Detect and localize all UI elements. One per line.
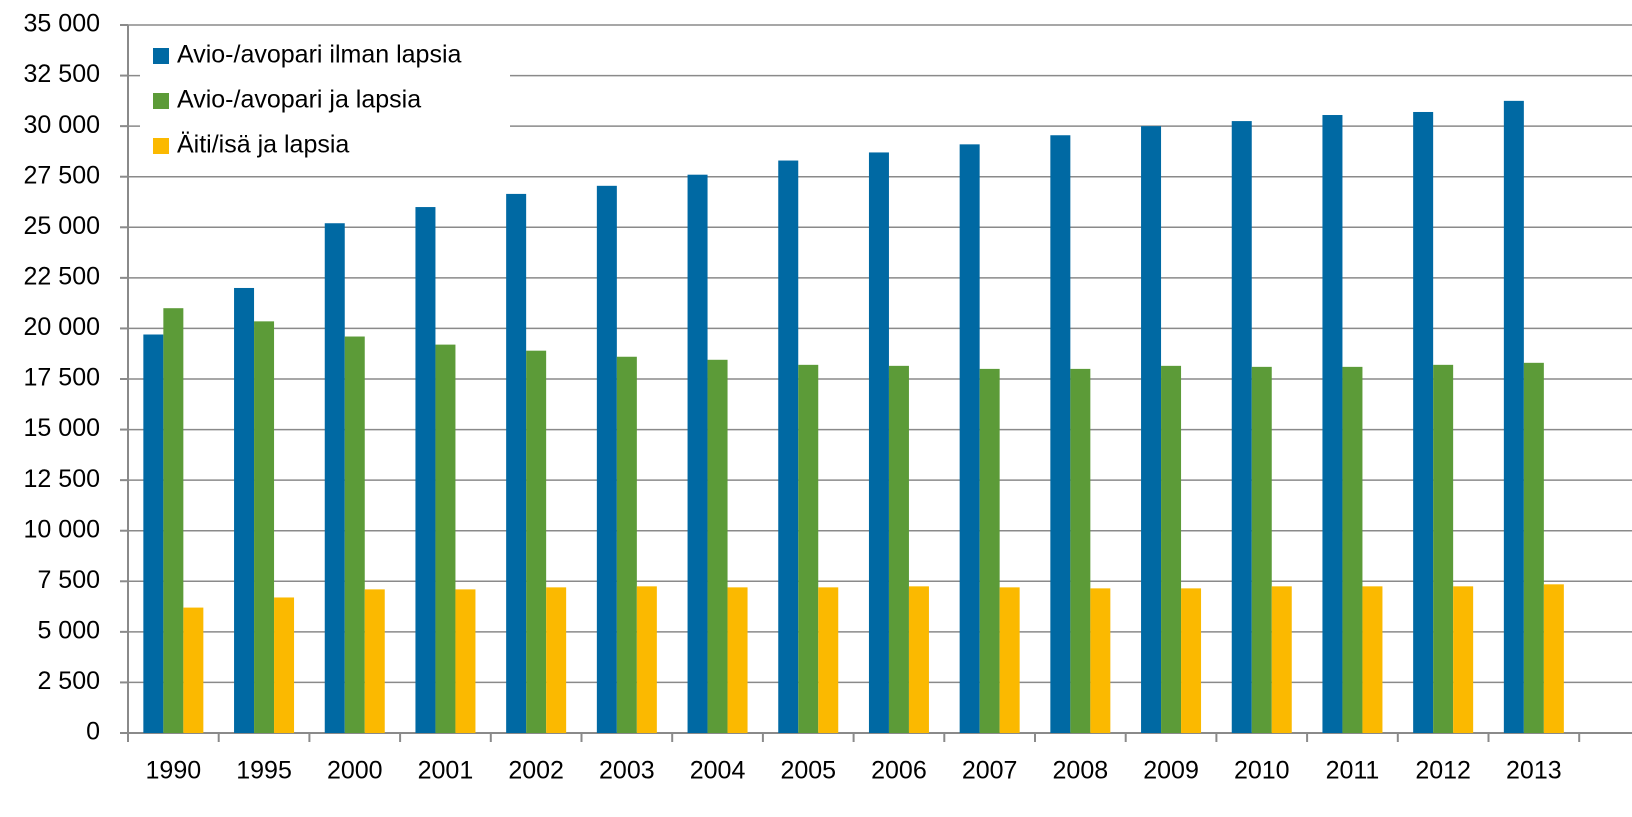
bar bbox=[254, 321, 275, 733]
bar bbox=[143, 334, 164, 733]
x-tick-label: 2009 bbox=[1143, 757, 1199, 785]
y-tick-label: 2 500 bbox=[37, 667, 100, 695]
bar bbox=[596, 185, 617, 733]
bar bbox=[1523, 362, 1544, 733]
y-tick-label: 27 500 bbox=[24, 161, 100, 189]
bar bbox=[1453, 586, 1474, 733]
bar bbox=[727, 587, 748, 733]
x-tick-label: 2011 bbox=[1326, 757, 1380, 785]
bar bbox=[1251, 366, 1272, 733]
bar bbox=[707, 359, 728, 733]
x-tick-label: 2003 bbox=[599, 757, 655, 785]
bar bbox=[888, 365, 909, 733]
legend-swatch bbox=[153, 138, 169, 154]
legend-label: Äiti/isä ja lapsia bbox=[177, 131, 349, 159]
bar bbox=[163, 308, 184, 733]
bar bbox=[1413, 111, 1434, 734]
bar bbox=[415, 207, 436, 734]
y-tick-label: 12 500 bbox=[24, 465, 100, 493]
x-tick-label: 2007 bbox=[962, 757, 1018, 785]
x-tick-label: 2002 bbox=[508, 757, 564, 785]
bar bbox=[1141, 126, 1162, 733]
x-tick-label: 2006 bbox=[871, 757, 927, 785]
bar bbox=[778, 160, 799, 733]
x-tick-label: 2012 bbox=[1415, 757, 1471, 785]
legend-box bbox=[140, 35, 510, 170]
bar bbox=[526, 350, 547, 733]
bar bbox=[1271, 586, 1292, 733]
y-tick-label: 32 500 bbox=[24, 60, 100, 88]
bar bbox=[1050, 135, 1071, 733]
legend-label: Avio-/avopari ja lapsia bbox=[177, 86, 421, 114]
y-tick-label: 15 000 bbox=[24, 414, 100, 442]
bar bbox=[1342, 366, 1363, 733]
bar bbox=[234, 287, 255, 733]
bar bbox=[1362, 586, 1383, 733]
bar bbox=[1503, 100, 1524, 734]
bar bbox=[546, 587, 567, 733]
y-tick-label: 20 000 bbox=[24, 313, 100, 341]
bar bbox=[959, 144, 980, 733]
bar bbox=[868, 152, 889, 733]
bar bbox=[1433, 364, 1454, 733]
y-tick-label: 30 000 bbox=[24, 111, 100, 139]
y-tick-label: 35 000 bbox=[24, 10, 100, 38]
x-tick-label: 2005 bbox=[780, 757, 836, 785]
bar bbox=[364, 589, 385, 733]
bar bbox=[344, 336, 365, 733]
y-tick-label: 17 500 bbox=[24, 364, 100, 392]
bar bbox=[1181, 588, 1202, 733]
y-tick-label: 22 500 bbox=[24, 262, 100, 290]
bar bbox=[818, 587, 839, 733]
bar bbox=[435, 344, 456, 733]
bar bbox=[1070, 368, 1091, 733]
bar bbox=[1543, 584, 1564, 733]
x-tick-label: 2013 bbox=[1506, 757, 1562, 785]
x-tick-label: 2008 bbox=[1053, 757, 1109, 785]
bar bbox=[455, 589, 476, 733]
bar bbox=[1090, 588, 1111, 733]
bar bbox=[506, 193, 527, 733]
bar bbox=[979, 368, 1000, 733]
y-tick-label: 25 000 bbox=[24, 212, 100, 240]
legend-label: Avio-/avopari ilman lapsia bbox=[177, 41, 461, 69]
bar bbox=[687, 174, 708, 734]
bar bbox=[1161, 365, 1182, 733]
bar bbox=[274, 597, 295, 733]
y-tick-label: 0 bbox=[86, 718, 100, 746]
bar bbox=[1322, 115, 1343, 733]
bar bbox=[1231, 121, 1252, 734]
y-tick-label: 7 500 bbox=[37, 566, 100, 594]
x-tick-label: 1990 bbox=[146, 757, 202, 785]
x-tick-label: 2000 bbox=[327, 757, 383, 785]
bar bbox=[636, 586, 657, 733]
x-tick-label: 2001 bbox=[418, 757, 474, 785]
x-tick-label: 2004 bbox=[690, 757, 746, 785]
bar bbox=[908, 586, 929, 733]
bar bbox=[616, 356, 637, 733]
bar bbox=[324, 223, 345, 734]
y-tick-label: 10 000 bbox=[24, 515, 100, 543]
bar bbox=[798, 364, 819, 733]
bar bbox=[999, 587, 1020, 733]
x-tick-label: 2010 bbox=[1234, 757, 1290, 785]
x-tick-label: 1995 bbox=[236, 757, 292, 785]
legend-swatch bbox=[153, 48, 169, 64]
y-tick-label: 5 000 bbox=[37, 616, 100, 644]
bar bbox=[183, 607, 204, 733]
legend-swatch bbox=[153, 93, 169, 109]
